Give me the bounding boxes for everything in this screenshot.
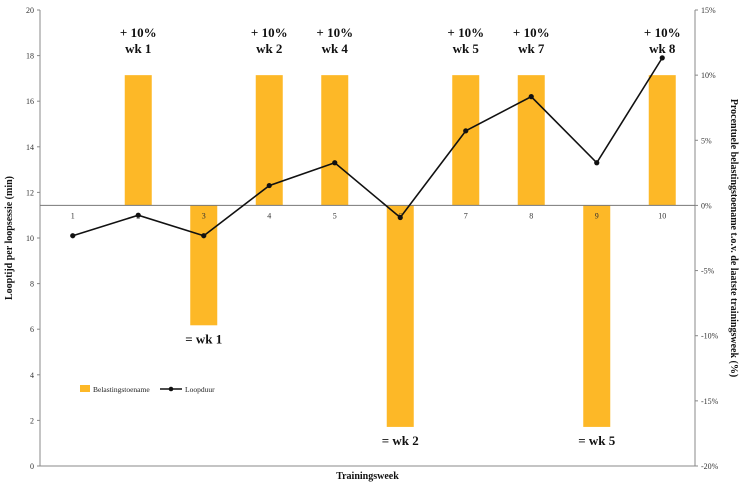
annotation-week-5: wk 4 <box>322 41 349 56</box>
left-axis-tick-label: 4 <box>30 371 34 380</box>
left-axis-tick-label: 0 <box>30 462 34 471</box>
x-axis-tick-label: 5 <box>333 211 337 220</box>
loopduur-point-week-4 <box>266 182 272 189</box>
loopduur-point-week-5 <box>332 160 338 166</box>
left-axis-tick-label: 10 <box>26 234 34 243</box>
annotation-week-2: wk 1 <box>125 41 151 56</box>
loopduur-point-week-3 <box>201 233 207 239</box>
right-axis-tick-label: -20% <box>701 462 719 471</box>
x-axis-tick-label: 7 <box>464 211 468 220</box>
left-axis-tick-label: 12 <box>26 188 34 197</box>
x-axis-title: Trainingsweek <box>336 471 399 482</box>
loopduur-point-week-8 <box>528 94 534 100</box>
right-axis-tick-label: -5% <box>701 267 715 276</box>
loopduur-point-week-1 <box>70 233 76 239</box>
right-axis-tick-label: 0% <box>701 201 712 210</box>
bar-week-9 <box>583 205 611 427</box>
loopduur-point-week-9 <box>594 160 600 166</box>
right-axis-tick-label: 15% <box>701 6 716 15</box>
left-axis-tick-label: 8 <box>30 280 34 289</box>
bar-week-2 <box>124 75 152 206</box>
annotation-week-8: + 10% <box>513 25 550 40</box>
left-axis-tick-label: 2 <box>30 416 34 425</box>
left-axis-tick-label: 20 <box>26 6 34 15</box>
left-axis-tick-label: 18 <box>26 52 34 61</box>
loopduur-line <box>72 57 663 237</box>
bar-week-3 <box>190 205 218 326</box>
x-axis-tick-label: 1 <box>71 211 75 220</box>
annotation-week-7: + 10% <box>447 25 484 40</box>
bar-week-7 <box>452 75 480 206</box>
x-axis-tick-label: 10 <box>658 211 666 220</box>
x-axis-tick-label: 9 <box>595 211 599 220</box>
x-axis-tick-label: 8 <box>529 211 533 220</box>
loopduur-point-week-2 <box>135 212 141 218</box>
annotation-week-10: + 10% <box>644 25 681 40</box>
annotation-week-7: wk 5 <box>453 41 480 56</box>
left-axis-title: Looptijd per loopsessie (min) <box>4 176 15 300</box>
annotation-week-3: = wk 1 <box>185 331 222 346</box>
annotation-week-8: wk 7 <box>518 41 545 56</box>
bar-week-5 <box>321 75 349 206</box>
legend-label-loopduur: Loopduur <box>185 385 215 394</box>
annotation-week-4: wk 2 <box>256 41 282 56</box>
loopduur-point-week-6 <box>397 214 403 221</box>
right-axis-title: Procentuele belastingstoename t.o.v. de … <box>728 99 739 377</box>
right-axis-tick-label: -10% <box>701 332 719 341</box>
legend-marker-loopduur <box>168 386 174 392</box>
annotation-week-10: wk 8 <box>649 41 676 56</box>
annotation-week-9: = wk 5 <box>578 433 616 448</box>
x-axis-tick-label: 3 <box>202 211 206 220</box>
right-axis-tick-label: 5% <box>701 136 712 145</box>
annotation-week-6: = wk 2 <box>382 433 419 448</box>
bar-week-6 <box>386 205 414 427</box>
legend-label-belastingstoename: Belastingstoename <box>93 385 150 394</box>
loopduur-point-week-7 <box>463 128 469 134</box>
left-axis-tick-label: 14 <box>26 143 34 152</box>
annotation-week-4: + 10% <box>251 25 288 40</box>
loopduur-point-week-10 <box>659 55 665 61</box>
legend-swatch-belastingstoename <box>80 385 90 392</box>
x-axis-tick-label: 4 <box>267 211 271 220</box>
right-axis-tick-label: -15% <box>701 397 719 406</box>
annotation-week-2: + 10% <box>120 25 157 40</box>
left-axis-tick-label: 6 <box>30 325 34 334</box>
left-axis-tick-label: 16 <box>26 97 34 106</box>
bar-week-10 <box>648 75 676 206</box>
right-axis-tick-label: 10% <box>701 71 716 80</box>
annotation-week-5: + 10% <box>316 25 353 40</box>
